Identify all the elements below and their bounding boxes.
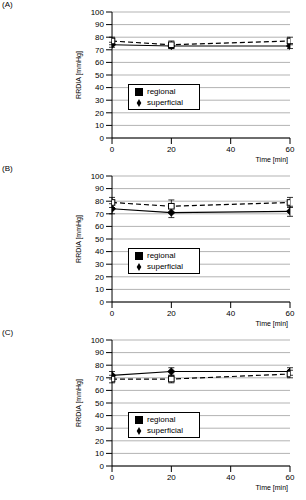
svg-text:0: 0 <box>110 145 115 154</box>
svg-text:10: 10 <box>95 121 104 130</box>
html-text:(A): (A) <box>2 0 13 9</box>
svg-text:40: 40 <box>95 411 104 420</box>
svg-text:60: 60 <box>95 386 104 395</box>
svg-text:RRDIA [mmHg]: RRDIA [mmHg] <box>75 51 83 99</box>
svg-text:50: 50 <box>95 399 104 408</box>
svg-text:20: 20 <box>167 309 176 318</box>
svg-text:100: 100 <box>91 336 105 345</box>
svg-text:80: 80 <box>95 197 104 206</box>
svg-text:40: 40 <box>226 309 235 318</box>
html-text:superficial: superficial <box>147 262 183 271</box>
svg-text:Time [min]: Time [min] <box>256 156 288 164</box>
svg-text:20: 20 <box>95 109 104 118</box>
svg-text:Time [min]: Time [min] <box>256 484 288 492</box>
svg-text:40: 40 <box>226 473 235 482</box>
html-text:(C): (C) <box>2 328 14 337</box>
svg-text:70: 70 <box>95 374 104 383</box>
svg-text:20: 20 <box>95 273 104 282</box>
html-text:superficial: superficial <box>147 426 183 435</box>
svg-text:60: 60 <box>286 309 295 318</box>
svg-text:0: 0 <box>110 309 115 318</box>
svg-text:50: 50 <box>95 71 104 80</box>
svg-text:10: 10 <box>95 449 104 458</box>
html-text:regional: regional <box>147 251 176 260</box>
svg-text:RRDIA [mmHg]: RRDIA [mmHg] <box>75 379 83 427</box>
svg-text:50: 50 <box>95 235 104 244</box>
svg-text:RRDIA [mmHg]: RRDIA [mmHg] <box>75 215 83 263</box>
svg-text:40: 40 <box>95 83 104 92</box>
svg-text:60: 60 <box>95 58 104 67</box>
svg-text:90: 90 <box>95 184 104 193</box>
svg-text:30: 30 <box>95 424 104 433</box>
svg-text:20: 20 <box>167 473 176 482</box>
svg-text:60: 60 <box>95 222 104 231</box>
svg-text:0: 0 <box>110 473 115 482</box>
svg-text:0: 0 <box>100 462 105 471</box>
svg-text:60: 60 <box>286 145 295 154</box>
svg-text:40: 40 <box>95 247 104 256</box>
svg-text:20: 20 <box>167 145 176 154</box>
svg-text:70: 70 <box>95 46 104 55</box>
svg-text:10: 10 <box>95 285 104 294</box>
svg-text:40: 40 <box>226 145 235 154</box>
svg-text:80: 80 <box>95 361 104 370</box>
svg-text:70: 70 <box>95 210 104 219</box>
svg-text:30: 30 <box>95 260 104 269</box>
svg-text:20: 20 <box>95 437 104 446</box>
svg-text:60: 60 <box>286 473 295 482</box>
html-text:(B): (B) <box>2 164 13 173</box>
svg-text:30: 30 <box>95 96 104 105</box>
html-text:regional: regional <box>147 87 176 96</box>
html-text:regional: regional <box>147 415 176 424</box>
svg-text:100: 100 <box>91 172 105 181</box>
svg-text:90: 90 <box>95 20 104 29</box>
svg-text:0: 0 <box>100 298 105 307</box>
html-text:superficial: superficial <box>147 98 183 107</box>
svg-text:Time [min]: Time [min] <box>256 320 288 328</box>
svg-text:100: 100 <box>91 8 105 17</box>
svg-text:0: 0 <box>100 134 105 143</box>
svg-text:90: 90 <box>95 348 104 357</box>
svg-text:80: 80 <box>95 33 104 42</box>
